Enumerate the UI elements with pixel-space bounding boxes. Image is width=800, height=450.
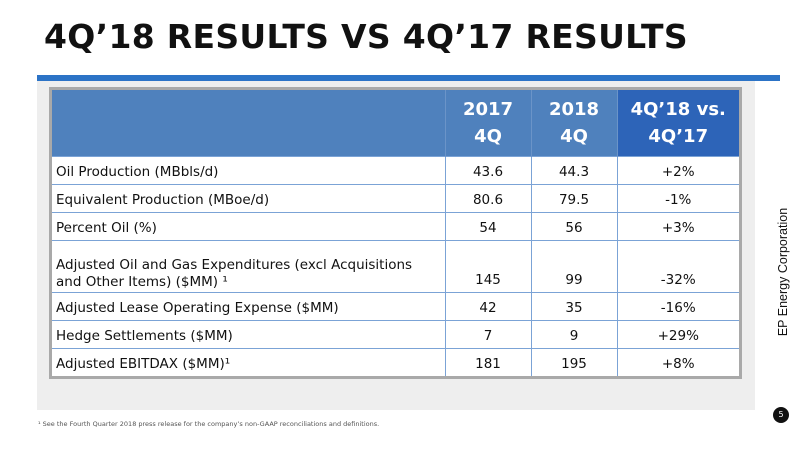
value-change: -1% — [616, 184, 739, 213]
value-change: +29% — [616, 320, 739, 349]
value-2017: 54 — [444, 212, 531, 241]
value-2018: 56 — [530, 212, 617, 241]
title-divider — [37, 75, 780, 81]
value-2017: 80.6 — [444, 184, 531, 213]
header-2018-quarter: 4Q — [560, 126, 588, 147]
header-change-line1: 4Q’18 vs. — [630, 99, 726, 120]
header-change-line2: 4Q’17 — [648, 126, 709, 147]
header-2018-4q: 2018 4Q — [530, 90, 617, 157]
value-2017: 181 — [444, 348, 531, 376]
value-2018: 44.3 — [530, 156, 617, 185]
row-label: Hedge Settlements ($MM) — [52, 320, 445, 349]
table-row: Equivalent Production (MBoe/d) 80.6 79.5… — [52, 184, 739, 213]
value-2018: 35 — [530, 292, 617, 321]
table-row: Percent Oil (%) 54 56 +3% — [52, 212, 739, 241]
company-name-vertical: EP Energy Corporation — [776, 207, 790, 337]
row-label: Oil Production (MBbls/d) — [52, 156, 445, 185]
value-2018: 99 — [530, 240, 617, 293]
row-label: Adjusted Oil and Gas Expenditures (excl … — [52, 240, 445, 293]
value-change: +3% — [616, 212, 739, 241]
value-2017: 145 — [444, 240, 531, 293]
value-change: -16% — [616, 292, 739, 321]
header-2017-quarter: 4Q — [474, 126, 502, 147]
value-2017: 43.6 — [444, 156, 531, 185]
value-2017: 42 — [444, 292, 531, 321]
table-row: Hedge Settlements ($MM) 7 9 +29% — [52, 320, 739, 349]
page-number-badge: 5 — [773, 407, 789, 423]
value-2018: 79.5 — [530, 184, 617, 213]
header-2017-4q: 2017 4Q — [444, 90, 531, 157]
header-2018-year: 2018 — [548, 99, 600, 120]
value-2018: 195 — [530, 348, 617, 376]
header-change: 4Q’18 vs. 4Q’17 — [616, 90, 739, 157]
row-label: Adjusted Lease Operating Expense ($MM) — [52, 292, 445, 321]
value-2018: 9 — [530, 320, 617, 349]
results-table-frame: 2017 4Q 2018 4Q 4Q’18 vs. 4Q’17 Oil Prod… — [49, 87, 742, 379]
table-row: Oil Production (MBbls/d) 43.6 44.3 +2% — [52, 156, 739, 185]
value-change: +2% — [616, 156, 739, 185]
footnote: ¹ See the Fourth Quarter 2018 press rele… — [38, 420, 380, 428]
slide-title: 4Q’18 RESULTS VS 4Q’17 RESULTS — [44, 17, 688, 56]
table-header-row: 2017 4Q 2018 4Q 4Q’18 vs. 4Q’17 — [52, 90, 739, 157]
row-label: Percent Oil (%) — [52, 212, 445, 241]
header-label-cell — [52, 90, 445, 157]
value-2017: 7 — [444, 320, 531, 349]
value-change: +8% — [616, 348, 739, 376]
row-label: Adjusted EBITDAX ($MM)¹ — [52, 348, 445, 376]
value-change: -32% — [616, 240, 739, 293]
table-row: Adjusted Lease Operating Expense ($MM) 4… — [52, 292, 739, 321]
results-table: 2017 4Q 2018 4Q 4Q’18 vs. 4Q’17 Oil Prod… — [52, 90, 739, 376]
table-row: Adjusted EBITDAX ($MM)¹ 181 195 +8% — [52, 348, 739, 376]
table-row: Adjusted Oil and Gas Expenditures (excl … — [52, 240, 739, 293]
header-2017-year: 2017 — [462, 99, 514, 120]
row-label: Equivalent Production (MBoe/d) — [52, 184, 445, 213]
